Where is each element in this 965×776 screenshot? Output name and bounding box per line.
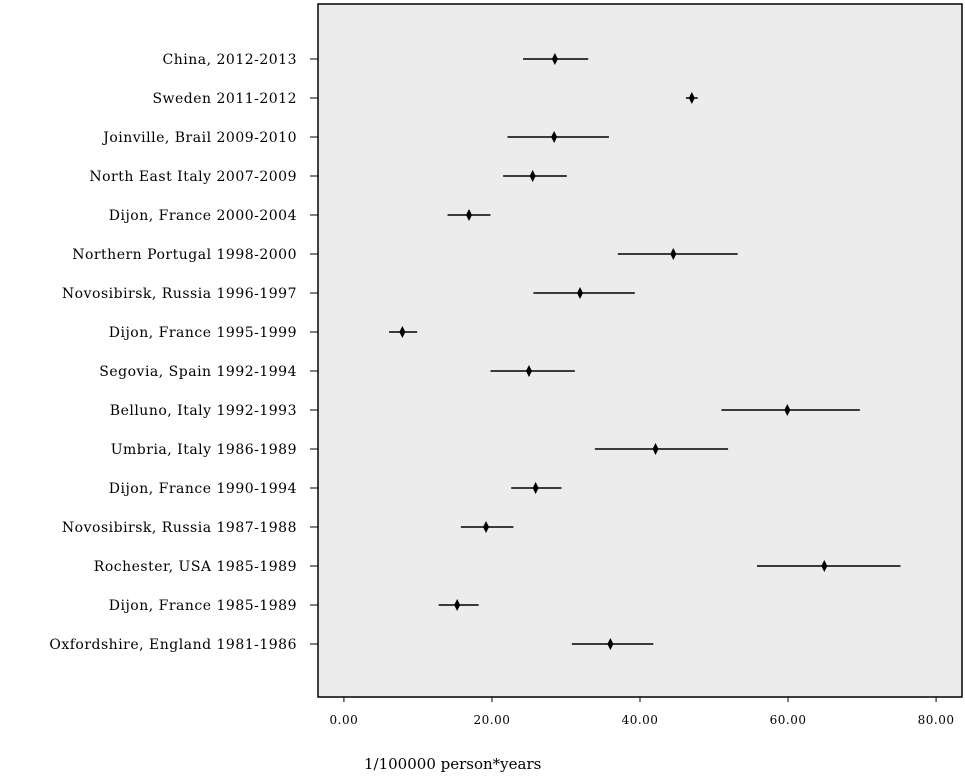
- point-estimate: [551, 131, 558, 143]
- forest-row: Dijon, France 2000-2004: [109, 208, 491, 224]
- point-estimate: [483, 521, 490, 533]
- row-label: Dijon, France 1995-1999: [109, 325, 297, 341]
- forest-row: Oxfordshire, England 1981-1986: [49, 637, 654, 653]
- x-tick-label: 80.00: [918, 713, 955, 727]
- row-label: Northern Portugal 1998-2000: [72, 247, 297, 263]
- x-tick-label: 40.00: [622, 713, 659, 727]
- x-axis-ticks: 0.00 20.00 40.00 60.00 80.00: [330, 697, 955, 727]
- row-label: Novosibirsk, Russia 1996-1997: [62, 286, 297, 302]
- forest-row: Joinville, Brail 2009-2010: [101, 130, 609, 146]
- x-tick-label: 0.00: [330, 713, 359, 727]
- forest-row: Rochester, USA 1985-1989: [94, 559, 901, 575]
- forest-row: Dijon, France 1990-1994: [109, 481, 562, 497]
- point-estimate: [525, 365, 532, 377]
- point-estimate: [466, 209, 473, 221]
- forest-row: North East Italy 2007-2009: [89, 169, 567, 185]
- forest-row: Novosibirsk, Russia 1987-1988: [62, 520, 514, 536]
- row-label: Oxfordshire, England 1981-1986: [49, 637, 297, 653]
- row-label: Dijon, France 2000-2004: [109, 208, 297, 224]
- point-estimate: [399, 326, 406, 338]
- point-estimate: [670, 248, 677, 260]
- row-label: China, 2012-2013: [163, 52, 297, 68]
- row-label: Joinville, Brail 2009-2010: [101, 130, 297, 146]
- point-estimate: [532, 482, 539, 494]
- forest-row: China, 2012-2013: [163, 52, 589, 68]
- row-label: Rochester, USA 1985-1989: [94, 559, 297, 575]
- row-label: North East Italy 2007-2009: [89, 169, 297, 185]
- row-label: Umbria, Italy 1986-1989: [111, 442, 297, 458]
- point-estimate: [529, 170, 536, 182]
- x-tick-label: 20.00: [474, 713, 511, 727]
- row-label: Segovia, Spain 1992-1994: [99, 364, 297, 380]
- point-estimate: [454, 599, 461, 611]
- forest-rows: China, 2012-2013 Sweden 2011-2012 Joinvill…: [49, 52, 901, 653]
- forest-row: Umbria, Italy 1986-1989: [111, 442, 729, 458]
- forest-row: Belluno, Italy 1992-1993: [110, 403, 860, 419]
- forest-row: Dijon, France 1995-1999: [109, 325, 418, 341]
- forest-row: Northern Portugal 1998-2000: [72, 247, 738, 263]
- forest-row: Segovia, Spain 1992-1994: [99, 364, 575, 380]
- point-estimate: [688, 92, 695, 104]
- point-estimate: [607, 638, 614, 650]
- point-estimate: [784, 404, 791, 416]
- forest-row: Dijon, France 1985-1989: [109, 598, 479, 614]
- x-tick-label: 60.00: [770, 713, 807, 727]
- forest-row: Novosibirsk, Russia 1996-1997: [62, 286, 635, 302]
- row-label: Novosibirsk, Russia 1987-1988: [62, 520, 297, 536]
- row-label: Sweden 2011-2012: [152, 91, 297, 107]
- point-estimate: [652, 443, 659, 455]
- forest-row: Sweden 2011-2012: [152, 91, 698, 107]
- x-axis-title: 1/100000 person*years: [364, 755, 541, 773]
- row-label: Dijon, France 1990-1994: [109, 481, 297, 497]
- plot-area: [317, 3, 963, 698]
- point-estimate: [577, 287, 584, 299]
- row-label: Belluno, Italy 1992-1993: [110, 403, 297, 419]
- point-estimate: [821, 560, 828, 572]
- point-estimate: [551, 53, 558, 65]
- row-label: Dijon, France 1985-1989: [109, 598, 297, 614]
